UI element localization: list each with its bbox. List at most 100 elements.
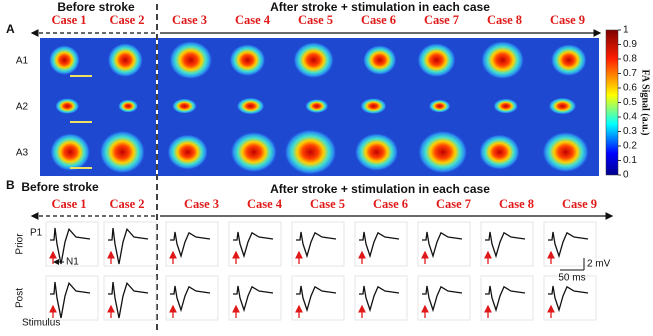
case-label: Case 1 [51,197,86,211]
waveform [50,282,90,318]
colorbar-tick-label: 0.9 [623,39,637,50]
annotation: Stimulus [22,318,60,329]
heatmap-blob [551,44,587,76]
case-label: Case 7 [436,197,471,211]
panel-label: B [6,178,15,192]
waveform [108,228,148,264]
heatmap-blob [230,132,277,173]
heatmap-blob [417,43,455,77]
waveform [108,282,148,318]
colorbar-tick-label: 0 [623,170,629,181]
waveform [170,286,210,310]
case-label: Case 3 [184,197,219,211]
case-label: Case 3 [172,13,207,27]
trace-box [229,276,281,320]
heatmap-blob [100,130,146,173]
heatmap-blob [360,98,386,114]
waveform [548,286,588,310]
heatmap-blob [172,99,197,114]
case-label: Case 7 [424,13,459,27]
colorbar-tick-label: 0.3 [623,126,637,137]
colorbar-tick-label: 1 [623,25,629,36]
trace-box [418,222,470,266]
case-label: Case 8 [487,13,522,27]
case-label: Case 5 [310,197,345,211]
trace-box [104,222,156,266]
case-label: Case 9 [562,197,597,211]
annotation: P1 [30,228,43,239]
heatmap-blob [305,99,328,113]
row-label: A3 [16,148,29,159]
heatmap-blob [237,98,265,115]
case-label: Case 2 [109,13,144,27]
trace-box [355,276,407,320]
annotation: N1 [66,257,79,268]
waveform [359,232,399,256]
waveform [233,232,273,256]
row-label: Prior [15,233,26,255]
row-label: Post [15,288,26,308]
heatmap-blob [229,44,265,76]
heatmap-blob [55,98,79,114]
case-label: Case 4 [247,197,283,211]
trace-box [46,276,98,320]
panel-label: A [6,22,15,36]
case-label: Case 9 [550,13,585,27]
colorbar-title: FA Signal (a.u.) [640,70,651,136]
colorbar-tick-label: 0.1 [623,155,637,166]
heatmap-blob [169,41,212,80]
waveform [422,286,462,310]
trace-box [292,222,344,266]
trace-box [418,276,470,320]
after-label: After stroke + stimulation in each case [270,182,490,196]
waveform [359,286,399,310]
heatmap-blob [481,41,524,80]
waveform [233,286,273,310]
trace-box [481,222,533,266]
trace-box [229,222,281,266]
heatmap-blob [118,100,138,113]
case-label: Case 1 [51,13,86,27]
annotation: 2 mV [587,259,611,270]
heatmap-blob [108,43,143,77]
heatmap-blob [293,42,334,78]
waveform [422,232,462,256]
heatmap-blob [479,134,520,170]
heatmap-blob [355,133,399,171]
heatmap-blob [493,99,518,114]
trace-box [355,222,407,266]
waveform [296,232,336,256]
trace-box [166,222,218,266]
heatmap-blob [429,100,451,113]
case-label: Case 6 [373,197,408,211]
annotation: 50 ms [558,273,585,284]
case-label: Case 2 [109,197,144,211]
waveform [548,232,588,256]
case-label: Case 5 [298,13,333,27]
trace-box [292,276,344,320]
case-label: Case 6 [361,13,396,27]
trace-box [166,276,218,320]
case-label: Case 4 [235,13,271,27]
case-label: Case 8 [499,197,534,211]
colorbar-tick-label: 0.8 [623,54,637,65]
heatmap-blob [50,133,90,171]
colorbar [606,30,618,175]
waveform [485,232,525,256]
heatmap-blob [418,130,468,173]
heatmap-blob [542,132,589,173]
colorbar-tick-label: 0.2 [623,141,637,152]
heatmap-blob [549,98,577,115]
heatmap-blob [167,134,208,170]
waveform [170,232,210,256]
colorbar-tick-label: 0.4 [623,112,637,123]
waveform [485,286,525,310]
figure: A Before stroke After stroke + stimulati… [0,0,653,331]
colorbar-tick-label: 0.5 [623,97,637,108]
colorbar-tick-label: 0.7 [623,68,637,79]
waveform [296,286,336,310]
trace-box [104,276,156,320]
trace-box [481,276,533,320]
heatmap-blob [49,45,80,75]
heatmap-blob [284,129,337,175]
